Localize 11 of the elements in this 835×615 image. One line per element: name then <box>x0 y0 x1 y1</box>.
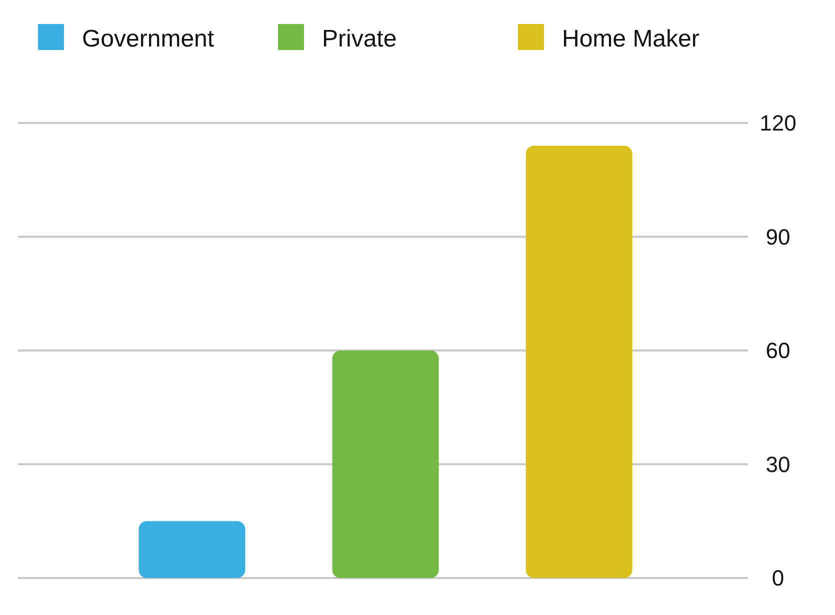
legend-label: Home Maker <box>562 25 700 52</box>
bar <box>332 350 439 578</box>
y-tick-label: 90 <box>766 224 790 250</box>
y-tick-label: 120 <box>760 110 796 136</box>
y-tick-label: 60 <box>766 338 790 364</box>
y-tick-label: 0 <box>772 566 784 591</box>
bar <box>526 146 632 578</box>
y-tick-label: 30 <box>766 452 790 477</box>
legend-label: Private <box>322 25 397 52</box>
legend-label: Government <box>82 25 214 52</box>
bar <box>138 521 246 578</box>
